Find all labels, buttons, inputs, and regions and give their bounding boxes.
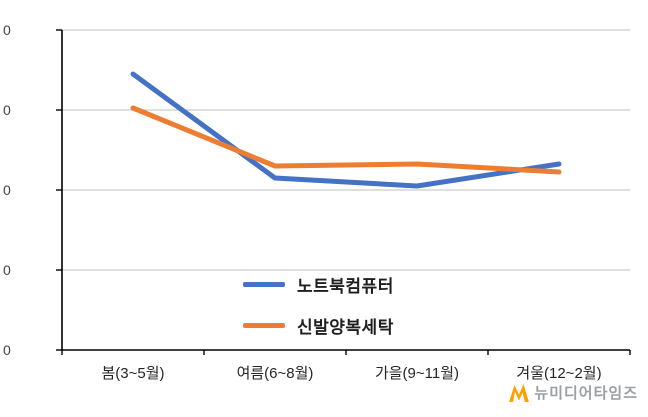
legend-line-swatch-orange — [243, 323, 285, 328]
series-line-1 — [130, 105, 562, 175]
y-tick-label-cropped: 0 — [3, 262, 11, 278]
legend-entry-shoe-suit-laundry: 신발양복세탁 — [243, 313, 394, 338]
legend-entry-notebook-computer: 노트북컴퓨터 — [243, 272, 394, 297]
legend-label: 노트북컴퓨터 — [297, 277, 394, 296]
x-axis-label: 가을(9~11월) — [374, 365, 460, 382]
news-site-watermark: 뉴미디어타임즈 — [500, 380, 646, 405]
legend-label: 신발양복세탁 — [297, 318, 394, 337]
watermark-m-logo-icon — [509, 383, 530, 402]
x-axis-label: 겨울(12~2월) — [516, 365, 602, 382]
y-tick-label-cropped: 0 — [3, 22, 11, 38]
series-line-0 — [130, 71, 562, 189]
y-tick-label-cropped: 0 — [3, 342, 11, 358]
y-tick-label-cropped: 0 — [3, 182, 11, 198]
legend-line-swatch-blue — [243, 282, 285, 287]
watermark-text: 뉴미디어타임즈 — [534, 385, 638, 402]
y-tick-label-cropped: 0 — [3, 102, 11, 118]
chart-legend: 노트북컴퓨터 신발양복세탁 — [243, 272, 394, 338]
x-axis-label: 봄(3~5월) — [101, 365, 165, 382]
x-axis-label: 여름(6~8월) — [236, 365, 314, 382]
